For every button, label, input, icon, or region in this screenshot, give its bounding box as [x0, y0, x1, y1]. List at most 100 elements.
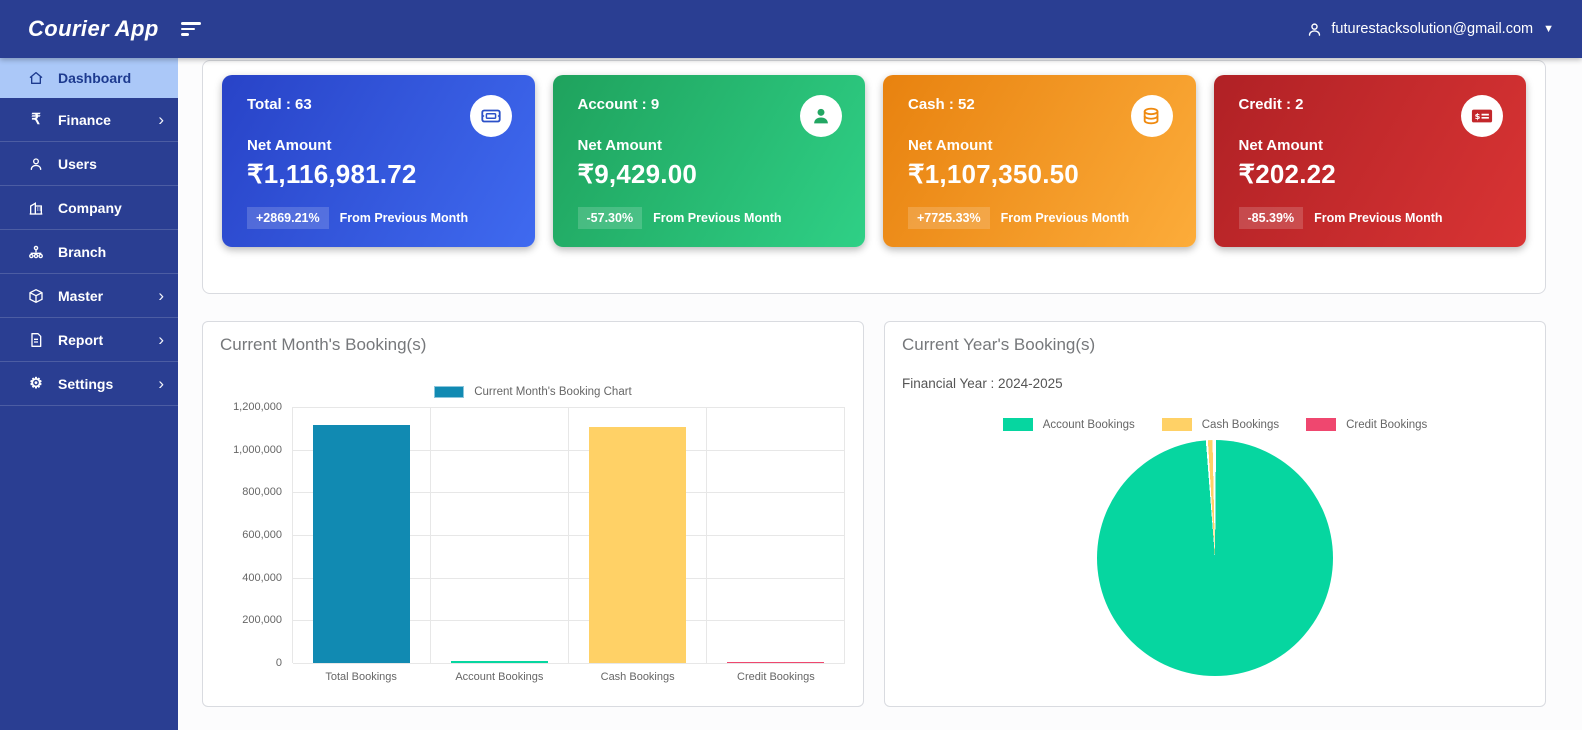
y-tick-label: 400,000	[242, 571, 282, 584]
change-badge: +7725.33%	[908, 207, 990, 229]
pie-legend-credit-bookings[interactable]: Credit Bookings	[1306, 418, 1427, 431]
svg-text:$: $	[1475, 111, 1481, 121]
y-tick-label: 0	[275, 657, 282, 669]
bar-chart-legend[interactable]: Current Month's Booking Chart	[220, 386, 846, 398]
sitemap-icon	[27, 243, 45, 261]
chevron-right-icon: ›	[158, 110, 164, 129]
sidebar-item-finance[interactable]: ₹ Finance ›	[0, 98, 178, 142]
pie-legend-account-bookings[interactable]: Account Bookings	[1002, 418, 1135, 431]
sidebar-item-label: Branch	[58, 243, 107, 260]
sidebar-item-label: Finance	[58, 111, 111, 128]
sidebar-item-branch[interactable]: Branch	[0, 230, 178, 274]
year-chart-title: Current Year's Booking(s)	[902, 335, 1096, 354]
y-axis: 1,200,000 1,000,000 800,000 600,000 400,000 2…	[220, 401, 292, 669]
x-tick-label: Account Bookings	[455, 671, 544, 683]
change-note: From Previous Month	[1314, 211, 1443, 225]
net-amount-label: Net Amount	[908, 137, 993, 154]
legend-swatch	[1002, 418, 1033, 431]
stat-card-title: Account : 9	[577, 96, 660, 113]
x-tick-label: Total Bookings	[325, 671, 397, 683]
year-bookings-card: Current Year's Booking(s) Financial Year…	[884, 321, 1546, 707]
legend-swatch	[1161, 418, 1192, 431]
pie-legend-cash-bookings[interactable]: Cash Bookings	[1161, 418, 1280, 431]
sidebar-item-users[interactable]: Users	[0, 142, 178, 186]
y-tick-label: 1,000,000	[233, 443, 282, 456]
stat-card-title: Total : 63	[247, 96, 312, 113]
coins-icon	[1130, 95, 1173, 137]
y-tick-label: 200,000	[242, 614, 282, 627]
change-badge: +2869.21%	[247, 207, 329, 229]
stat-card-account: Account : 9 Net Amount ₹9,429.00 -57.30% Fro…	[552, 75, 865, 247]
net-amount-value: ₹1,107,350.50	[908, 159, 1079, 189]
x-tick-label: Credit Bookings	[737, 671, 815, 683]
sidebar-item-label: Users	[58, 155, 97, 172]
top-navbar: Courier App futurestacksolution@gmail.co…	[0, 0, 1582, 58]
stat-card-cash: Cash : 52 Net Amount ₹1,107,350.50 +7725.33…	[883, 75, 1196, 247]
sidebar-item-settings[interactable]: ⚙ Settings ›	[0, 362, 178, 406]
pie-chart-legend: Account Bookings Cash Bookings Credit Book…	[902, 418, 1528, 431]
pie-chart	[1097, 440, 1333, 676]
bar-credit-bookings	[726, 661, 825, 663]
chevron-right-icon: ›	[158, 330, 164, 349]
user-icon	[1306, 21, 1323, 38]
bar-account-bookings	[450, 661, 549, 663]
legend-swatch	[1306, 418, 1337, 431]
net-amount-label: Net Amount	[1238, 137, 1323, 154]
stat-card-title: Credit : 2	[1238, 96, 1304, 113]
bar-chart: 1,200,000 1,000,000 800,000 600,000 400,000 2…	[220, 401, 846, 683]
stat-card-total: Total : 63 Net Amount ₹1,116,981.72 +2869.2…	[222, 75, 535, 247]
month-chart-title: Current Month's Booking(s)	[220, 335, 427, 354]
sidebar-item-dashboard[interactable]: Dashboard	[0, 58, 178, 98]
y-tick-label: 1,200,000	[233, 401, 282, 413]
change-note: From Previous Month	[339, 211, 469, 225]
x-tick-label: Cash Bookings	[600, 671, 675, 683]
legend-label: Credit Bookings	[1346, 418, 1428, 431]
caret-down-icon: ▼	[1543, 23, 1554, 35]
change-badge: -57.30%	[577, 207, 643, 229]
net-amount-value: ₹1,116,981.72	[247, 159, 417, 189]
user-email: futurestacksolution@gmail.com	[1331, 21, 1534, 37]
sidebar-item-label: Master	[58, 287, 104, 304]
document-icon	[27, 331, 45, 349]
sidebar-item-report[interactable]: Report ›	[0, 318, 178, 362]
net-amount-value: ₹9,429.00	[577, 159, 698, 189]
legend-label: Account Bookings	[1042, 418, 1135, 431]
change-badge: -85.39%	[1238, 207, 1304, 229]
pie-chart-wrap	[902, 440, 1528, 676]
net-amount-label: Net Amount	[577, 137, 662, 154]
legend-label: Cash Bookings	[1201, 418, 1280, 431]
sidebar-item-label: Dashboard	[58, 70, 132, 86]
stat-card-credit: Credit : 2 $ Net Amount ₹202.22 -85.39% From …	[1213, 75, 1526, 247]
money-check-icon: $	[1461, 95, 1503, 137]
person-icon	[800, 95, 842, 137]
user-icon	[27, 155, 45, 173]
home-icon	[27, 69, 45, 87]
main-content: Total : 63 Net Amount ₹1,116,981.72 +2869.2…	[178, 58, 1582, 730]
sidebar-item-company[interactable]: Company	[0, 186, 178, 230]
ticket-icon	[469, 95, 512, 137]
sidebar-item-master[interactable]: Master ›	[0, 274, 178, 318]
sidebar-item-label: Settings	[58, 375, 114, 392]
user-menu[interactable]: futurestacksolution@gmail.com ▼	[1306, 21, 1554, 38]
sidebar-toggle-icon[interactable]	[177, 18, 205, 40]
month-bookings-card: Current Month's Booking(s) Current Month…	[202, 321, 864, 707]
legend-label: Current Month's Booking Chart	[474, 386, 632, 398]
app-logo[interactable]: Courier App	[28, 16, 159, 41]
cube-icon	[27, 287, 45, 305]
bar-total-bookings	[312, 424, 411, 663]
chevron-right-icon: ›	[158, 374, 164, 393]
gear-icon: ⚙	[29, 375, 43, 392]
sidebar: Dashboard ₹ Finance › Users Company Branch Mast…	[0, 58, 178, 730]
change-note: From Previous Month	[653, 211, 782, 225]
financial-year-label: Financial Year : 2024-2025	[902, 376, 1063, 391]
legend-swatch	[434, 386, 465, 398]
chevron-right-icon: ›	[158, 286, 164, 305]
sidebar-item-label: Company	[58, 199, 122, 216]
rupee-icon: ₹	[31, 111, 41, 128]
net-amount-label: Net Amount	[247, 137, 332, 154]
sidebar-item-label: Report	[58, 331, 104, 348]
stats-panel: Total : 63 Net Amount ₹1,116,981.72 +2869.2…	[202, 60, 1546, 294]
y-tick-label: 800,000	[242, 486, 282, 499]
charts-row: Current Month's Booking(s) Current Month…	[202, 321, 1546, 707]
building-icon	[27, 199, 45, 217]
